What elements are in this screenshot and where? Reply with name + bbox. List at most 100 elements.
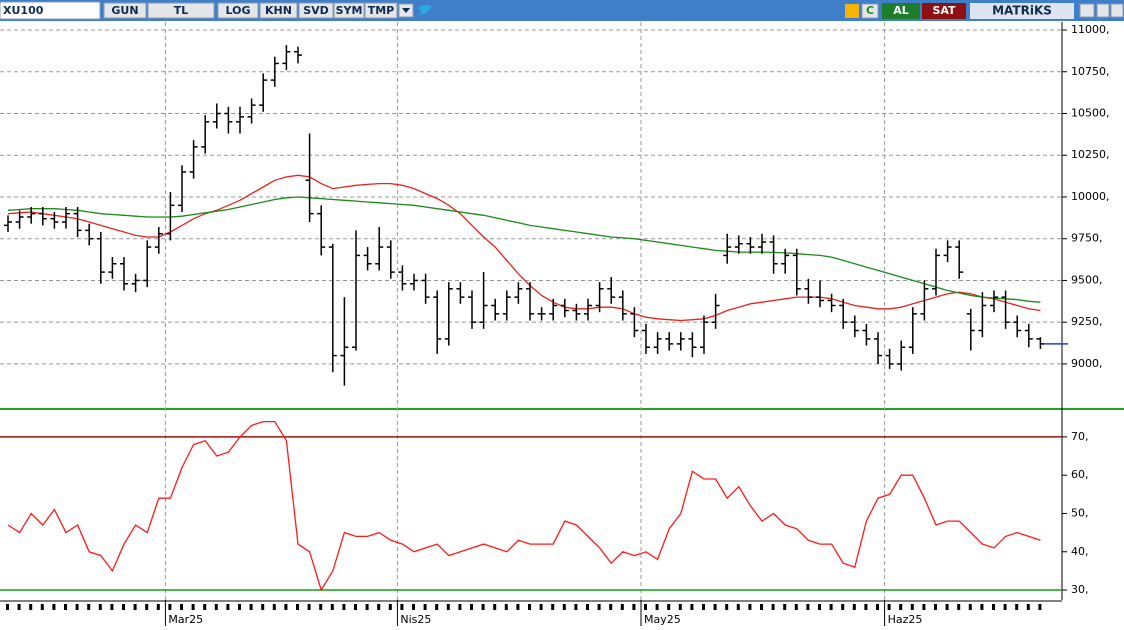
y-tick-label: 50, xyxy=(1071,506,1089,519)
date-tick xyxy=(597,604,601,610)
date-tick xyxy=(319,604,323,610)
date-tick xyxy=(145,604,149,610)
toolbar-button[interactable] xyxy=(259,2,298,19)
date-tick xyxy=(899,604,903,610)
date-tick xyxy=(968,604,972,610)
moving-average xyxy=(7,174,1041,322)
toolbar-button-label: SVD xyxy=(303,4,329,17)
date-tick xyxy=(702,604,705,610)
x-tick-label: Haz25 xyxy=(888,613,923,626)
date-tick xyxy=(226,604,230,610)
y-tick-label: 60, xyxy=(1071,468,1089,481)
date-tick xyxy=(272,604,276,610)
y-tick-label: 9000, xyxy=(1071,357,1103,370)
date-tick xyxy=(806,604,810,610)
date-tick xyxy=(110,604,114,610)
date-tick xyxy=(736,604,740,610)
y-tick-label: 11000, xyxy=(1071,23,1110,36)
date-tick xyxy=(261,604,265,610)
symbol-box[interactable] xyxy=(0,1,101,20)
date-tick xyxy=(829,604,833,610)
date-tick xyxy=(435,604,439,610)
date-tick xyxy=(133,604,137,610)
toolbar-button[interactable] xyxy=(364,2,398,19)
date-tick xyxy=(551,604,555,610)
date-tick xyxy=(748,604,752,610)
symbol: XU100 xyxy=(3,4,44,17)
date-tick xyxy=(841,604,845,610)
date-tick xyxy=(191,604,195,610)
date-tick xyxy=(203,604,207,610)
date-tick xyxy=(470,604,473,610)
date-tick xyxy=(52,604,56,610)
y-tick-label: 40, xyxy=(1071,545,1089,558)
date-tick xyxy=(6,604,9,610)
x-tick-label: May25 xyxy=(644,613,681,626)
sell-button[interactable] xyxy=(922,3,966,19)
date-tick xyxy=(296,604,299,610)
date-tick xyxy=(574,604,578,610)
date-tick xyxy=(783,604,787,610)
toolbar-button-label: LOG xyxy=(226,4,251,17)
date-tick xyxy=(238,604,241,610)
date-tick xyxy=(168,604,172,610)
date-tick xyxy=(667,604,671,610)
date-tick xyxy=(945,604,949,610)
date-tick xyxy=(1003,604,1007,610)
date-tick xyxy=(957,604,961,610)
date-tick xyxy=(992,604,995,610)
buy-button[interactable] xyxy=(882,3,920,19)
date-tick xyxy=(655,604,659,610)
date-tick xyxy=(17,604,21,610)
date-tick xyxy=(713,604,717,610)
toolbar-button-label: TMP xyxy=(368,4,395,17)
date-tick xyxy=(64,604,67,610)
window-button[interactable] xyxy=(1096,3,1110,18)
date-tick xyxy=(852,604,856,610)
date-tick xyxy=(644,604,647,610)
toolbar-button[interactable] xyxy=(333,2,365,19)
date-tick xyxy=(284,604,288,610)
y-tick-label: 30, xyxy=(1071,583,1089,596)
date-tick xyxy=(342,604,346,610)
date-tick xyxy=(365,604,369,610)
toolbar-button[interactable] xyxy=(298,2,334,19)
y-tick-label: 10500, xyxy=(1071,106,1110,119)
x-tick-label: Mar25 xyxy=(168,613,203,626)
date-tick xyxy=(446,604,450,610)
toolbar-button[interactable] xyxy=(147,2,215,19)
toolbar-button[interactable] xyxy=(103,2,147,19)
date-tick xyxy=(388,604,392,610)
date-tick xyxy=(528,604,531,610)
date-tick xyxy=(180,604,183,610)
date-tick xyxy=(481,604,485,610)
twitter-icon[interactable] xyxy=(418,4,432,15)
date-tick xyxy=(87,604,91,610)
date-tick xyxy=(632,604,636,610)
date-tick xyxy=(586,604,589,610)
moving-average xyxy=(7,196,1041,303)
date-tick xyxy=(29,604,33,610)
date-tick xyxy=(504,604,508,610)
dropdown-arrow xyxy=(402,8,410,13)
alert-icon[interactable] xyxy=(845,4,859,18)
refresh-label: C xyxy=(866,4,874,17)
date-tick xyxy=(609,604,613,610)
date-tick xyxy=(539,604,543,610)
window-button[interactable] xyxy=(1079,3,1095,18)
y-tick-label: 9750, xyxy=(1071,232,1103,245)
date-tick xyxy=(330,604,334,610)
date-tick xyxy=(1015,604,1019,610)
window-button[interactable] xyxy=(1110,3,1124,18)
date-tick xyxy=(922,604,926,610)
date-tick xyxy=(458,604,462,610)
y-tick-label: 9250, xyxy=(1071,315,1103,328)
refresh-button[interactable] xyxy=(861,3,879,19)
date-tick xyxy=(725,604,729,610)
date-tick xyxy=(122,604,125,610)
toolbar-button[interactable] xyxy=(217,2,259,19)
date-tick xyxy=(40,604,44,610)
sell-label: SAT xyxy=(932,4,956,17)
